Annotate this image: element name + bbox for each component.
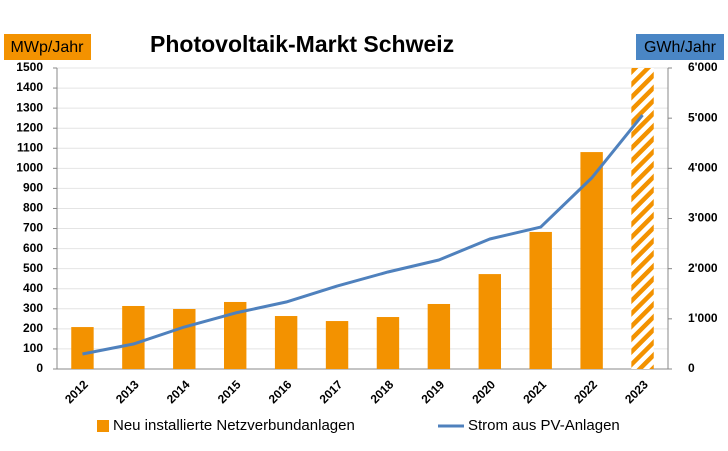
bar (376, 317, 400, 369)
y2-tick-label: 2'000 (688, 261, 718, 275)
y2-tick-label: 0 (688, 361, 695, 375)
y-tick-label: 500 (23, 261, 43, 275)
x-tick-label: 2012 (62, 377, 91, 406)
bar (478, 274, 501, 369)
y2-tick-label: 3'000 (688, 211, 718, 225)
x-tick-label: 2016 (266, 377, 295, 406)
y2-tick-label: 4'000 (688, 161, 718, 175)
y-tick-label: 900 (23, 181, 43, 195)
bar (224, 301, 247, 369)
legend-label: Strom aus PV-Anlagen (468, 417, 620, 434)
chart-title: Photovoltaik-Markt Schweiz (150, 31, 454, 57)
legend-label: Neu installierte Netzverbundanlagen (113, 417, 355, 434)
y-tick-label: 1500 (16, 60, 43, 74)
y2-axis-unit-box (636, 34, 724, 60)
y-tick-label: 1300 (16, 100, 43, 114)
y-tick-label: 700 (23, 221, 43, 235)
x-tick-label: 2020 (469, 377, 498, 406)
y-tick-label: 1100 (17, 140, 43, 154)
x-tick-label: 2013 (113, 377, 142, 406)
x-tick-label: 2023 (622, 377, 651, 406)
bar (427, 303, 451, 369)
y2-axis-label: GWh/Jahr (644, 39, 717, 56)
x-tick-label: 2021 (520, 377, 549, 406)
bar (631, 68, 654, 369)
bar (274, 316, 298, 369)
bar (122, 305, 145, 369)
bar (173, 309, 196, 369)
y-tick-label: 0 (36, 361, 43, 375)
y2-tick-label: 6'000 (688, 60, 718, 74)
bar (580, 152, 603, 369)
x-tick-label: 2017 (317, 377, 346, 406)
x-tick-label: 2015 (215, 377, 244, 406)
x-tick-label: 2019 (418, 377, 447, 406)
y-tick-label: 100 (23, 341, 43, 355)
y-tick-label: 1200 (16, 120, 43, 134)
y-tick-label: 1000 (16, 161, 43, 175)
y-tick-label: 300 (23, 301, 43, 315)
y-tick-label: 1400 (16, 80, 43, 94)
y-tick-label: 400 (23, 281, 43, 295)
y-tick-label: 200 (23, 321, 43, 335)
y2-tick-label: 1'000 (688, 311, 718, 325)
bar (71, 327, 94, 369)
bar (529, 231, 552, 369)
x-tick-label: 2018 (368, 377, 397, 406)
legend-swatch (97, 420, 109, 432)
y-axis-unit-box (4, 34, 91, 60)
x-tick-label: 2014 (164, 377, 193, 406)
y2-tick-label: 5'000 (688, 110, 718, 124)
x-tick-label: 2022 (571, 377, 600, 406)
y-tick-label: 800 (23, 201, 43, 215)
y-tick-label: 600 (23, 241, 43, 255)
line (82, 114, 644, 356)
y-axis-label: MWp/Jahr (11, 39, 85, 56)
bar (325, 321, 349, 369)
